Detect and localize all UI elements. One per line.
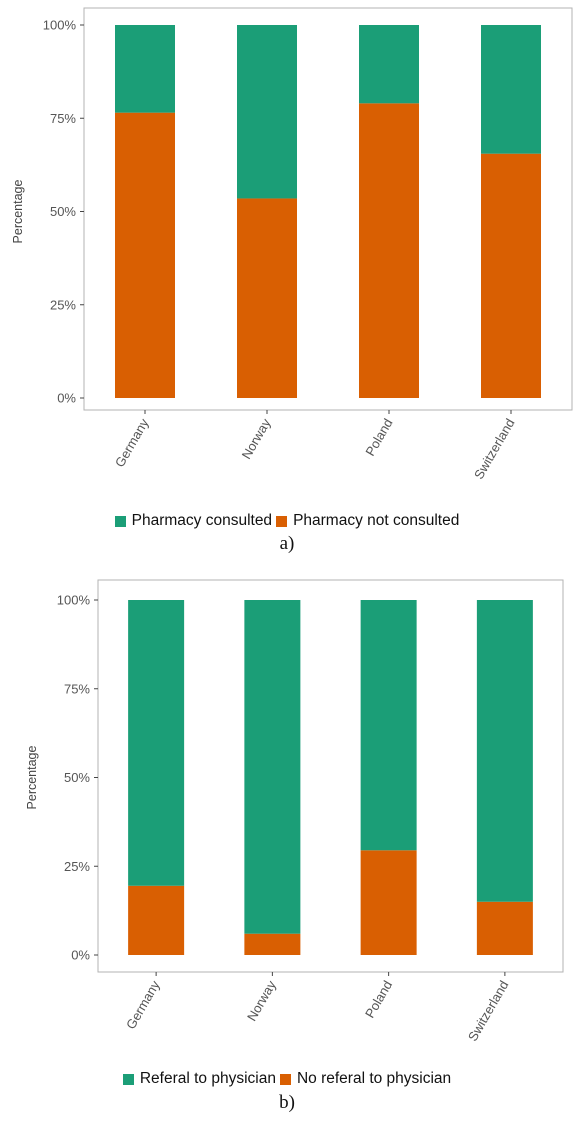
bar-no-referal-to-physician-germany — [128, 885, 185, 955]
legend-swatch-no-referal-to-physician — [279, 1073, 291, 1085]
legend-swatch-referal-to-physician — [122, 1073, 134, 1085]
bar-referal-to-physician-germany — [128, 600, 185, 886]
chart-a-svg: 0% 25% 50% 75% 100% Percentage Germany Norway Po… — [11, 7, 573, 482]
bar-pharmacy-not-consulted-switzerland — [481, 153, 541, 398]
x-tick-label-poland: Poland — [362, 416, 395, 459]
y-tick-label: 100% — [43, 18, 77, 33]
y-tick-label: 100% — [57, 593, 91, 608]
bar-pharmacy-consulted-poland — [359, 25, 419, 104]
x-tick-label-switzerland: Switzerland — [471, 416, 518, 482]
bar-referal-to-physician-norway — [244, 600, 301, 934]
chart-b-legend: Referal to physician No referal to physi… — [0, 1070, 574, 1088]
chart-b-svg: 0% 25% 50% 75% 100% Percentage Germany Norway Po… — [25, 579, 564, 1044]
y-tick-label: 75% — [64, 681, 90, 696]
chart-panel-a: 0% 25% 50% 75% 100% Percentage Germany Norway Po… — [0, 0, 574, 560]
legend-label-pharmacy-not-consulted: Pharmacy not consulted — [293, 512, 460, 529]
y-tick-label: 25% — [50, 297, 76, 312]
chart-a-legend: Pharmacy consulted Pharmacy not consulte… — [0, 512, 574, 530]
legend-swatch-pharmacy-not-consulted — [276, 515, 288, 527]
legend-item-pharmacy-not-consulted: Pharmacy not consulted — [276, 512, 459, 530]
plot-panel-border — [97, 579, 564, 973]
bar-no-referal-to-physician-norway — [244, 933, 301, 955]
bar-pharmacy-consulted-norway — [237, 25, 297, 199]
bar-no-referal-to-physician-switzerland — [476, 901, 533, 955]
x-tick-label-norway: Norway — [244, 978, 279, 1024]
y-tick-label: 25% — [64, 859, 90, 874]
chart-panel-b: 0% 25% 50% 75% 100% Percentage Germany Norway Po… — [0, 565, 574, 1124]
legend-swatch-pharmacy-consulted — [114, 515, 126, 527]
bar-pharmacy-not-consulted-germany — [115, 112, 175, 398]
x-tick-label-germany: Germany — [123, 978, 163, 1032]
y-tick-label: 50% — [50, 204, 76, 219]
y-axis-title: Percentage — [11, 179, 25, 243]
x-tick-label-switzerland: Switzerland — [465, 978, 512, 1044]
x-tick-label-poland: Poland — [362, 978, 395, 1021]
legend-label-pharmacy-consulted: Pharmacy consulted — [131, 512, 273, 529]
legend-label-no-referal-to-physician: No referal to physician — [296, 1070, 452, 1087]
plot-panel-border — [83, 7, 573, 411]
y-tick-label: 75% — [50, 111, 76, 126]
y-tick-label: 50% — [64, 770, 90, 785]
legend-item-pharmacy-consulted: Pharmacy consulted — [114, 512, 273, 530]
x-tick-label-norway: Norway — [239, 416, 274, 462]
y-axis-title: Percentage — [25, 745, 39, 809]
bar-referal-to-physician-switzerland — [476, 600, 533, 902]
bar-no-referal-to-physician-poland — [360, 850, 417, 955]
y-tick-label: 0% — [57, 391, 76, 406]
bar-pharmacy-not-consulted-norway — [237, 198, 297, 398]
legend-label-referal-to-physician: Referal to physician — [139, 1070, 276, 1087]
legend-item-no-referal-to-physician: No referal to physician — [279, 1070, 452, 1088]
x-tick-label-germany: Germany — [112, 416, 152, 470]
legend-item-referal-to-physician: Referal to physician — [122, 1070, 276, 1088]
bar-pharmacy-consulted-switzerland — [481, 25, 541, 154]
bar-pharmacy-not-consulted-poland — [359, 103, 419, 398]
chart-b-caption: b) — [279, 1092, 295, 1113]
bar-pharmacy-consulted-germany — [115, 25, 175, 113]
bar-referal-to-physician-poland — [360, 600, 417, 851]
chart-a-caption: a) — [279, 533, 295, 554]
y-tick-label: 0% — [71, 948, 90, 963]
